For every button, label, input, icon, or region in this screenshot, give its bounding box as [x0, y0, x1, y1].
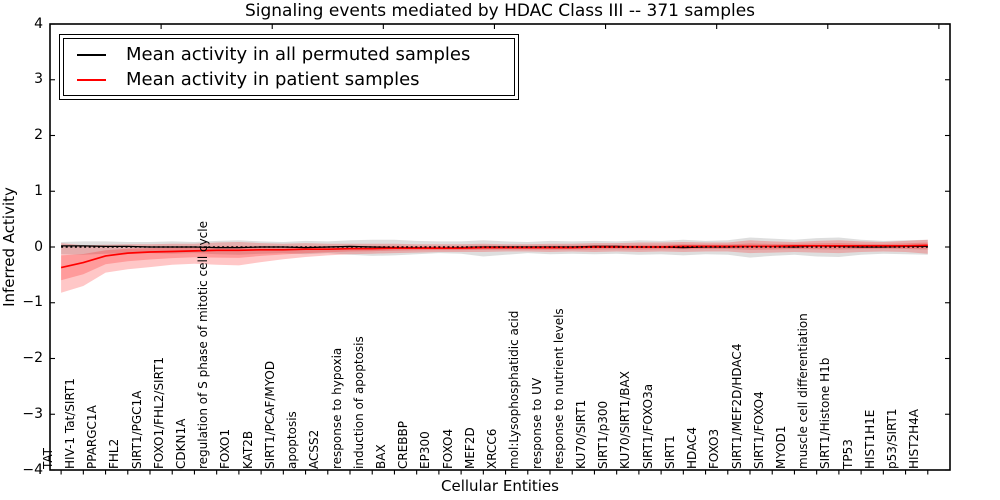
x-category-label: KU70/SIRT1/BAX: [618, 371, 633, 469]
x-category-label: HIST2H4A: [907, 408, 922, 469]
x-category-label: SIRT1/MEF2D/HDAC4: [729, 343, 744, 469]
x-category-label: HIV-1 Tat/SIRT1: [62, 378, 77, 469]
x-category-label: FOXO4: [440, 428, 455, 469]
chart-title: Signaling events mediated by HDAC Class …: [244, 1, 756, 21]
x-category-label: TP53: [840, 439, 855, 469]
x-category-label: p53/SIRT1: [885, 408, 900, 469]
legend: Mean activity in all permuted samples Me…: [59, 34, 519, 100]
x-category-label: response to hypoxia: [329, 347, 344, 469]
x-category-label: FHL2: [107, 438, 122, 469]
x-category-label: regulation of S phase of mitotic cell cy…: [196, 221, 211, 469]
legend-line-sample-black: [77, 53, 106, 56]
legend-label-permuted: Mean activity in all permuted samples: [126, 44, 471, 65]
x-category-label: response to UV: [529, 377, 544, 469]
x-category-label: response to nutrient levels: [551, 308, 566, 469]
x-category-label: induction of apoptosis: [351, 336, 366, 469]
y-tick-label: −3: [22, 405, 43, 422]
y-tick-label: 2: [34, 127, 43, 143]
x-category-label: FOXO1/FHL2/SIRT1: [151, 356, 166, 469]
x-category-label: ACSS2: [307, 429, 322, 469]
x-category-label: KAT2B: [240, 430, 255, 469]
legend-frame: Mean activity in all permuted samples Me…: [63, 38, 515, 96]
x-category-label: SIRT1/FOXO4: [751, 391, 766, 469]
x-category-label: FOXO3: [707, 428, 722, 469]
x-category-label: muscle cell differentiation: [796, 313, 811, 469]
legend-line-sample-red: [77, 78, 106, 81]
legend-label-patient: Mean activity in patient samples: [126, 69, 420, 90]
y-tick-label: −1: [22, 294, 43, 311]
x-category-label: HIST1H1E: [862, 409, 877, 469]
patient-std-band: [61, 239, 928, 293]
x-category-label: mol:Lysophosphatidic acid: [507, 310, 522, 469]
x-category-label: XRCC6: [485, 428, 500, 469]
y-tick-label: 1: [34, 182, 43, 199]
x-category-label: CDKN1A: [173, 418, 188, 469]
x-category-label: TAT: [40, 447, 55, 469]
x-category-label: FOXO1: [218, 428, 233, 469]
x-category-label: PPARGC1A: [85, 405, 100, 469]
x-category-label: MYOD1: [773, 425, 788, 469]
patient-std-band-inner: [61, 242, 928, 281]
x-category-label: KU70/SIRT1: [573, 399, 588, 469]
x-category-label: SIRT1/p300: [596, 400, 611, 469]
y-tick-label: 3: [34, 71, 43, 88]
x-category-label: apoptosis: [285, 411, 300, 469]
x-axis-title: Cellular Entities: [441, 477, 559, 495]
y-tick-label: −4: [22, 461, 43, 478]
y-tick-label: 0: [34, 238, 43, 255]
x-category-label: SIRT1/FOXO3a: [640, 383, 655, 469]
legend-item-patient: Mean activity in patient samples: [77, 69, 510, 90]
x-category-label: SIRT1/PGC1A: [129, 390, 144, 469]
y-tick-label: 4: [34, 15, 43, 32]
x-category-label: EP300: [418, 431, 433, 469]
x-category-label: HDAC4: [685, 426, 700, 469]
legend-item-permuted: Mean activity in all permuted samples: [77, 44, 510, 65]
x-category-label: CREBBP: [396, 421, 411, 469]
x-category-label: SIRT1/PCAF/MYOD: [262, 360, 277, 469]
x-category-label: MEF2D: [462, 427, 477, 469]
x-category-label: SIRT1: [662, 435, 677, 469]
y-tick-label: −2: [22, 350, 43, 366]
x-category-label: SIRT1/Histone H1b: [818, 357, 833, 469]
x-category-label: BAX: [373, 444, 388, 469]
